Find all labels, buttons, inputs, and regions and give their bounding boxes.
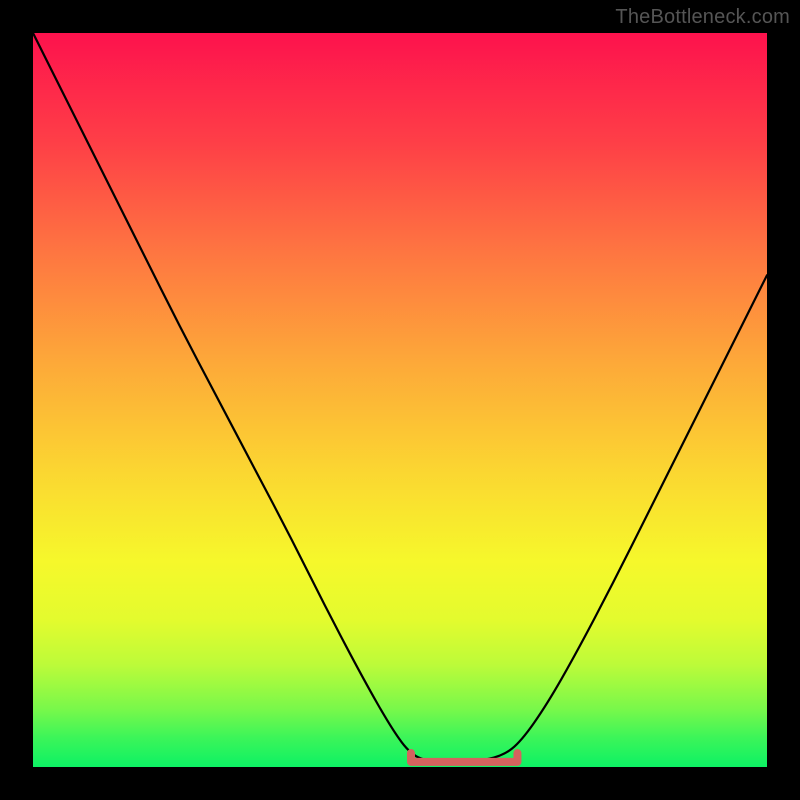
plot-area xyxy=(33,33,767,767)
watermark-text: TheBottleneck.com xyxy=(615,6,790,29)
chart-canvas xyxy=(0,0,800,800)
